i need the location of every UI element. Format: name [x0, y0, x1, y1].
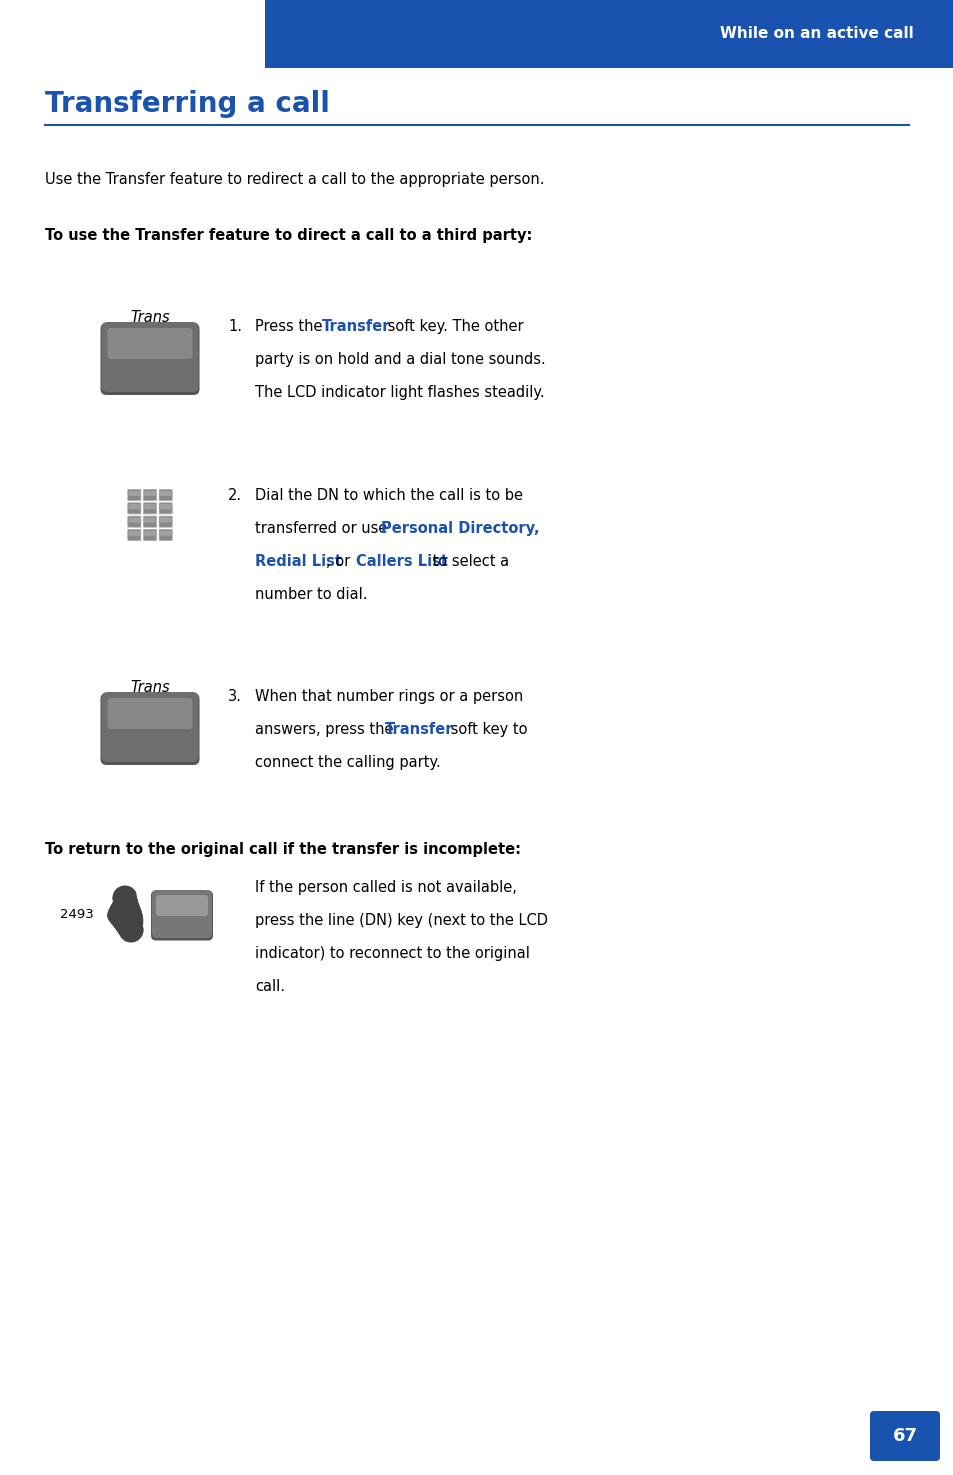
FancyBboxPatch shape [143, 530, 156, 540]
Text: party is on hold and a dial tone sounds.: party is on hold and a dial tone sounds. [254, 353, 545, 367]
Text: To use the Transfer feature to direct a call to a third party:: To use the Transfer feature to direct a … [45, 229, 532, 243]
FancyBboxPatch shape [143, 490, 156, 500]
Text: When that number rings or a person: When that number rings or a person [254, 689, 522, 704]
Text: answers, press the: answers, press the [254, 721, 397, 738]
Text: Transfer: Transfer [321, 319, 390, 333]
FancyBboxPatch shape [152, 889, 212, 938]
Text: 2.: 2. [228, 488, 242, 503]
Text: soft key. The other: soft key. The other [382, 319, 523, 333]
Text: transferred or use: transferred or use [254, 521, 392, 535]
FancyBboxPatch shape [144, 504, 155, 509]
Text: Trans: Trans [130, 310, 170, 324]
FancyBboxPatch shape [129, 531, 140, 535]
FancyBboxPatch shape [108, 327, 193, 358]
Text: number to dial.: number to dial. [254, 587, 367, 602]
Text: To return to the original call if the transfer is incomplete:: To return to the original call if the tr… [45, 842, 520, 857]
Text: Use the Transfer feature to redirect a call to the appropriate person.: Use the Transfer feature to redirect a c… [45, 173, 544, 187]
FancyBboxPatch shape [128, 490, 141, 500]
Text: to select a: to select a [428, 555, 509, 569]
Text: press the line (DN) key (next to the LCD: press the line (DN) key (next to the LCD [254, 913, 547, 928]
FancyBboxPatch shape [160, 491, 172, 496]
Text: The LCD indicator light flashes steadily.: The LCD indicator light flashes steadily… [254, 385, 544, 400]
Text: While on an active call: While on an active call [720, 27, 913, 41]
Text: Redial List: Redial List [254, 555, 341, 569]
FancyBboxPatch shape [128, 503, 141, 513]
FancyBboxPatch shape [160, 518, 172, 522]
FancyBboxPatch shape [143, 503, 156, 513]
Text: Trans: Trans [130, 680, 170, 695]
FancyBboxPatch shape [144, 491, 155, 496]
Text: Transfer: Transfer [385, 721, 453, 738]
FancyBboxPatch shape [143, 516, 156, 527]
FancyBboxPatch shape [159, 490, 172, 500]
Text: Dial the DN to which the call is to be: Dial the DN to which the call is to be [254, 488, 522, 503]
Text: Transferring a call: Transferring a call [45, 90, 330, 118]
FancyBboxPatch shape [144, 518, 155, 522]
Text: indicator) to reconnect to the original: indicator) to reconnect to the original [254, 945, 529, 962]
Text: 3.: 3. [228, 689, 242, 704]
FancyBboxPatch shape [160, 504, 172, 509]
FancyBboxPatch shape [101, 692, 198, 763]
FancyBboxPatch shape [151, 891, 213, 941]
Text: soft key to: soft key to [446, 721, 527, 738]
FancyBboxPatch shape [159, 503, 172, 513]
FancyBboxPatch shape [100, 323, 199, 395]
Text: Personal Directory,: Personal Directory, [381, 521, 539, 535]
FancyBboxPatch shape [160, 531, 172, 535]
FancyBboxPatch shape [100, 693, 199, 766]
Text: Press the: Press the [254, 319, 327, 333]
FancyBboxPatch shape [159, 516, 172, 527]
FancyBboxPatch shape [129, 504, 140, 509]
FancyBboxPatch shape [108, 698, 193, 729]
Text: Callers List: Callers List [356, 555, 448, 569]
Text: If the person called is not available,: If the person called is not available, [254, 881, 517, 895]
Text: 2493: 2493 [60, 907, 93, 920]
FancyBboxPatch shape [144, 531, 155, 535]
FancyBboxPatch shape [101, 322, 198, 392]
Text: 1.: 1. [228, 319, 242, 333]
FancyBboxPatch shape [129, 518, 140, 522]
Bar [265, 0, 953, 68]
FancyBboxPatch shape [128, 530, 141, 540]
Text: connect the calling party.: connect the calling party. [254, 755, 440, 770]
Text: , or: , or [326, 555, 355, 569]
FancyBboxPatch shape [159, 530, 172, 540]
FancyBboxPatch shape [156, 895, 208, 916]
Text: call.: call. [254, 979, 285, 994]
Polygon shape [108, 886, 143, 943]
FancyBboxPatch shape [128, 516, 141, 527]
FancyBboxPatch shape [869, 1412, 939, 1462]
FancyBboxPatch shape [129, 491, 140, 496]
Text: 67: 67 [892, 1426, 917, 1446]
